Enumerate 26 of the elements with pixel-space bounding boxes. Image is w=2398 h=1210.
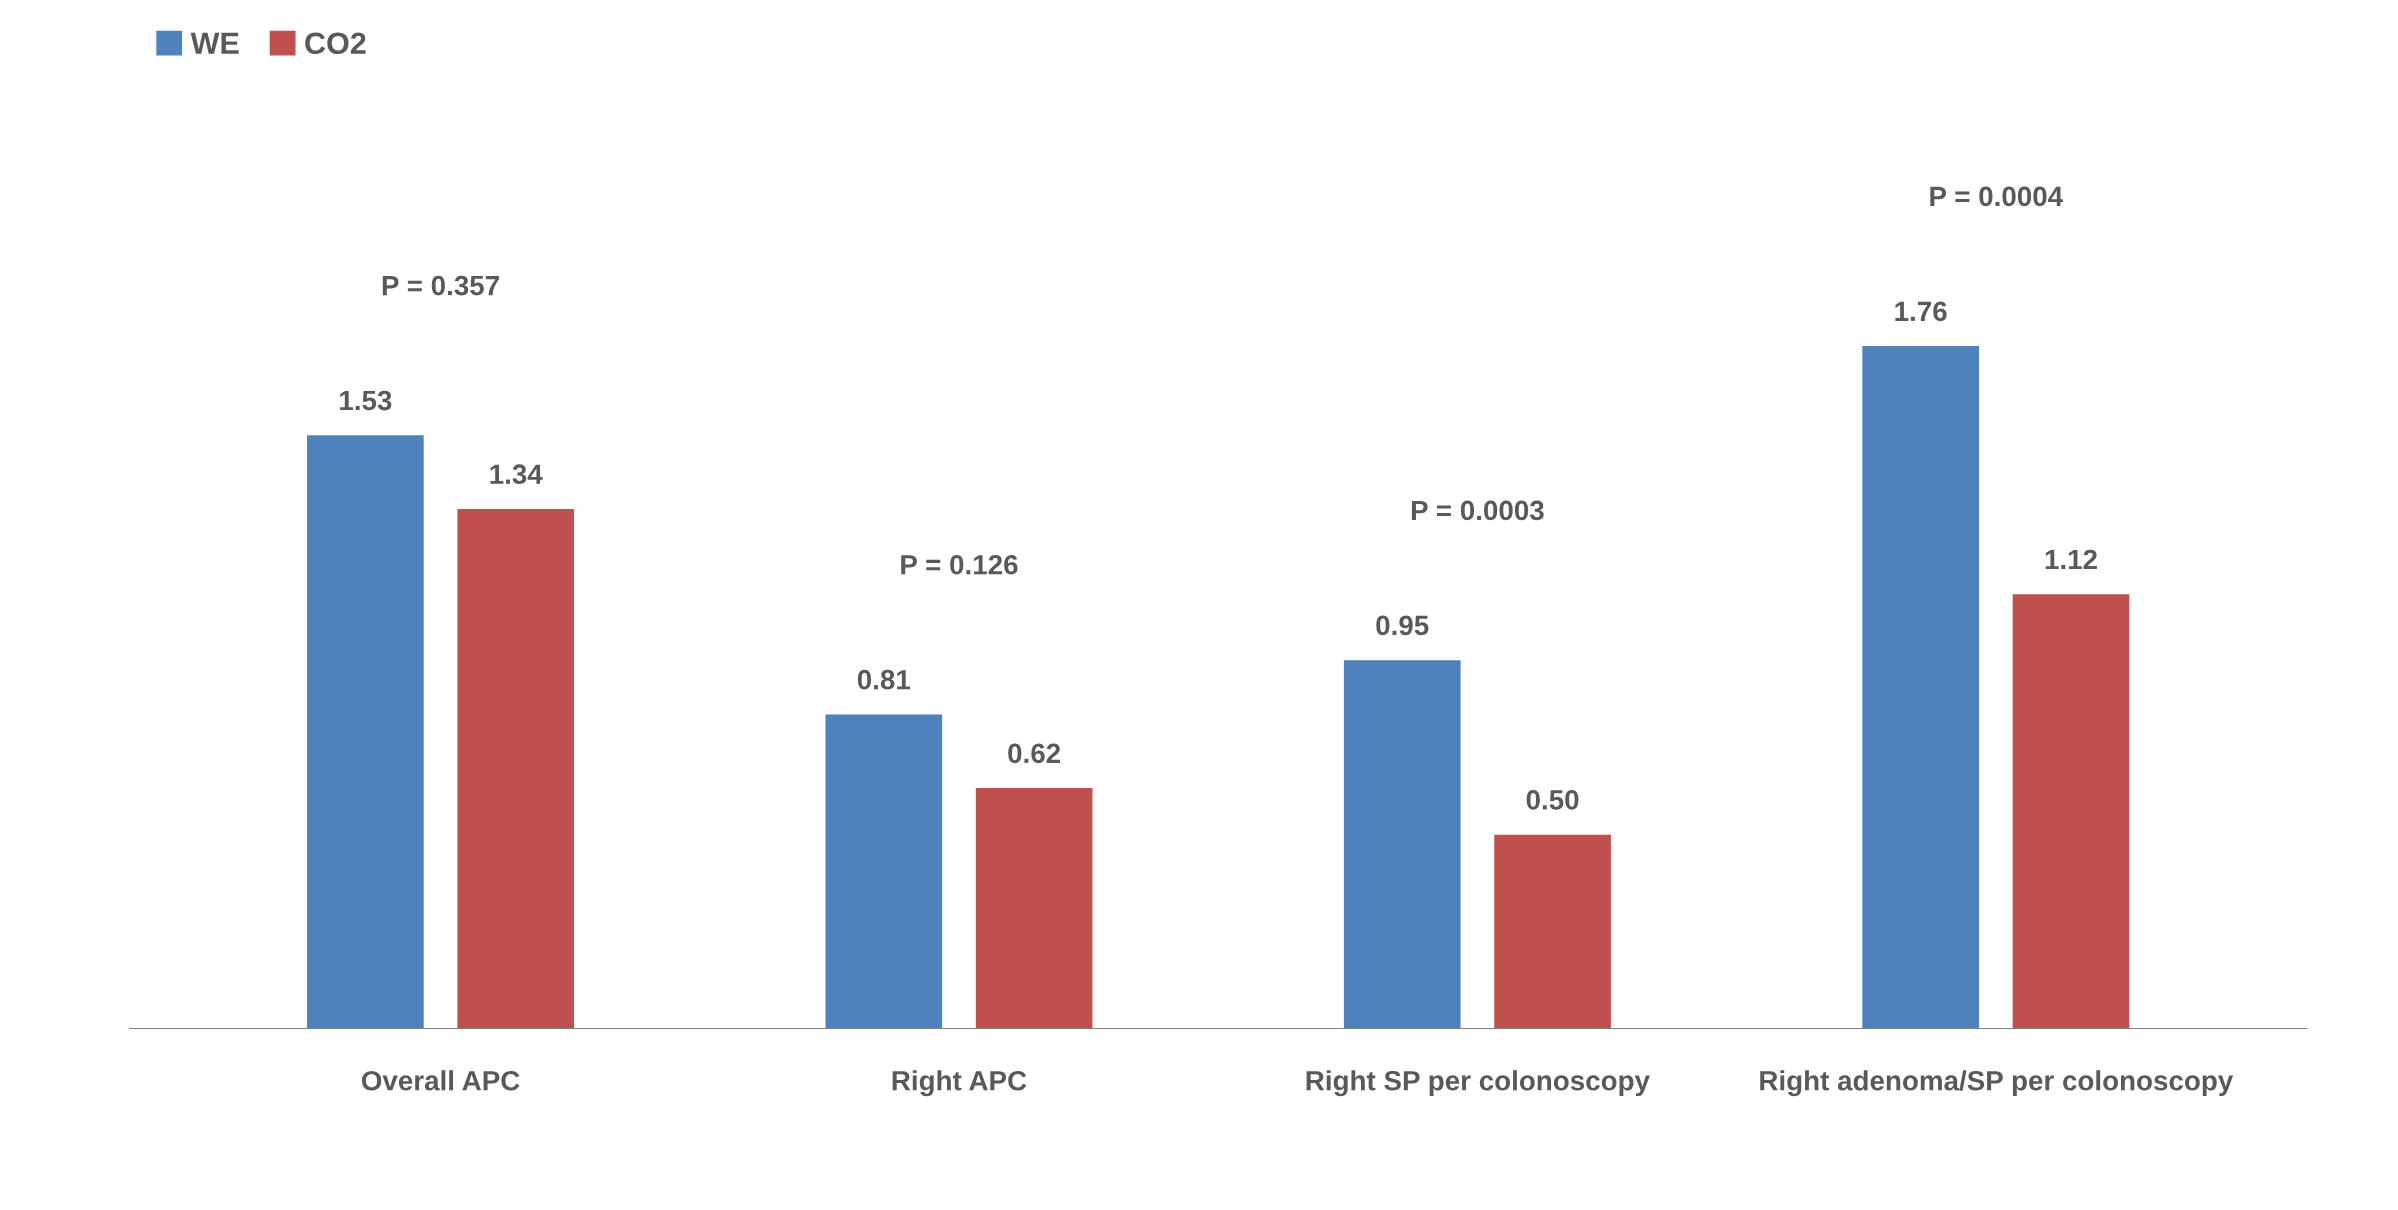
bar bbox=[1862, 346, 1979, 1029]
annotation: P = 0.126 bbox=[901, 554, 1018, 575]
data-label: 0.95 bbox=[1376, 615, 1429, 636]
data-label: 1.12 bbox=[2045, 549, 2097, 570]
data-label: 0.81 bbox=[857, 669, 911, 690]
bar bbox=[975, 788, 1093, 1029]
bar bbox=[307, 435, 424, 1029]
x-tick-label: Overall APC bbox=[361, 1070, 520, 1091]
annotation: P = 0.0003 bbox=[1411, 500, 1544, 521]
bar bbox=[457, 508, 575, 1029]
text: P = 0.357 bbox=[382, 275, 499, 296]
x-tick-label: Right APC bbox=[892, 1070, 1027, 1097]
data-label: 0.62 bbox=[1008, 743, 1061, 764]
text: P = 0.0004 bbox=[1930, 186, 2063, 207]
bar bbox=[1343, 660, 1461, 1029]
bar bbox=[1494, 834, 1611, 1029]
data-label: 1.76 bbox=[1895, 301, 1947, 322]
x-tick-label: Right adenoma/SP per colonoscopy bbox=[1760, 1070, 2234, 1097]
data-label: 1.34 bbox=[490, 464, 543, 485]
bar bbox=[825, 714, 943, 1029]
legend-label: WE bbox=[190, 32, 239, 54]
bar bbox=[2012, 594, 2130, 1029]
legend-label: CO2 bbox=[305, 32, 366, 55]
data-label: 1.53 bbox=[340, 390, 392, 411]
x-tick-label: Right SP per colonoscopy bbox=[1306, 1070, 1650, 1097]
data-label: 0.50 bbox=[1526, 790, 1579, 810]
